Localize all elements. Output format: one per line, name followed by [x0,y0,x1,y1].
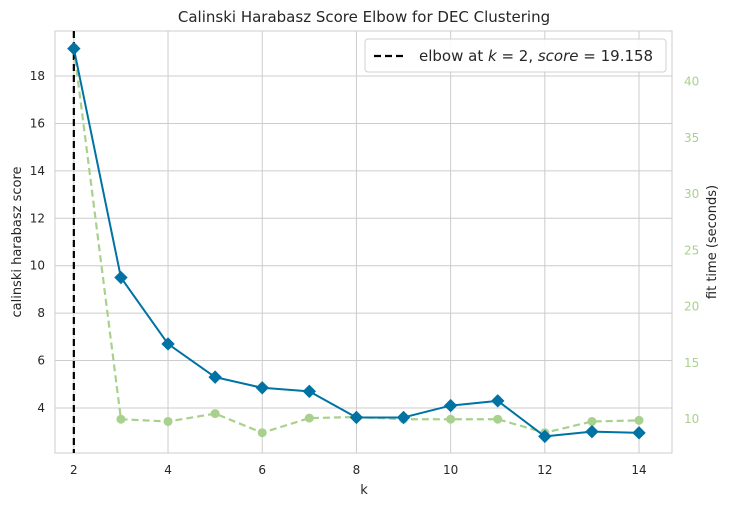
score-point [161,337,175,351]
fit-time-point [210,409,220,419]
legend-eq1: = 2, [497,47,538,65]
legend: elbow at k = 2, score = 19.158 [364,38,667,73]
x-tick-label: 6 [258,463,266,477]
y-axis-label: calinski harabasz score [10,166,25,317]
y2-tick-label: 10 [684,412,699,426]
fit-time-point [116,414,126,424]
x-tick-label: 14 [631,463,646,477]
grid-lines [55,31,672,453]
y-tick-label: 12 [30,211,45,225]
x-tick-label: 2 [70,463,78,477]
y2-tick-label: 35 [684,131,699,145]
fit-time-point [446,414,456,424]
score-point [491,394,505,408]
score-point [67,41,81,56]
y-tick-label: 4 [37,401,45,415]
y-axis-ticks: 4 6 8 10 12 14 16 18 [30,69,45,415]
fit-time-point [493,414,503,424]
plot-area-frame [54,30,673,454]
legend-prefix: elbow at [419,47,488,65]
x-tick-label: 8 [353,463,361,477]
x-axis-label: k [360,483,368,498]
series-layer [67,41,646,444]
y2-tick-label: 40 [684,75,699,89]
y2-axis-label: fit time (seconds) [705,185,720,299]
legend-eq2: = 19.158 [579,47,654,65]
y-tick-label: 18 [30,69,45,83]
y-tick-label: 8 [37,306,45,320]
x-tick-label: 4 [164,463,172,477]
y2-tick-label: 30 [684,187,699,201]
score-point [443,398,458,413]
score-point [255,381,269,395]
y2-tick-label: 15 [684,356,699,370]
y2-axis-ticks: 10 15 20 25 30 35 40 [684,75,699,427]
y2-tick-label: 20 [684,300,699,314]
x-tick-label: 12 [537,463,552,477]
x-axis-ticks: 2 4 6 8 10 12 14 [70,463,647,477]
legend-box [364,38,667,73]
score-point [632,426,646,440]
y-tick-label: 16 [30,116,45,130]
fit-time-point [634,415,644,425]
score-point [302,384,317,399]
x-tick-label: 10 [443,463,458,477]
y-tick-label: 6 [37,354,45,368]
fit-time-point [587,416,597,426]
fit-time-point [163,416,173,426]
legend-score-symbol: score [538,47,579,65]
legend-label: elbow at k = 2, score = 19.158 [419,47,653,65]
y-tick-label: 14 [30,164,45,178]
score-point [208,370,222,384]
score-point [538,429,552,444]
score-point [349,410,364,425]
chart-title: Calinski Harabasz Score Elbow for DEC Cl… [178,8,550,26]
score-point [396,410,411,425]
fit-time-point [257,428,267,438]
fit-time-point [304,413,314,423]
score-point [585,424,599,439]
score-point [114,270,128,285]
legend-k-symbol: k [488,47,498,65]
y2-tick-label: 25 [684,243,699,257]
y-tick-label: 10 [30,259,45,273]
